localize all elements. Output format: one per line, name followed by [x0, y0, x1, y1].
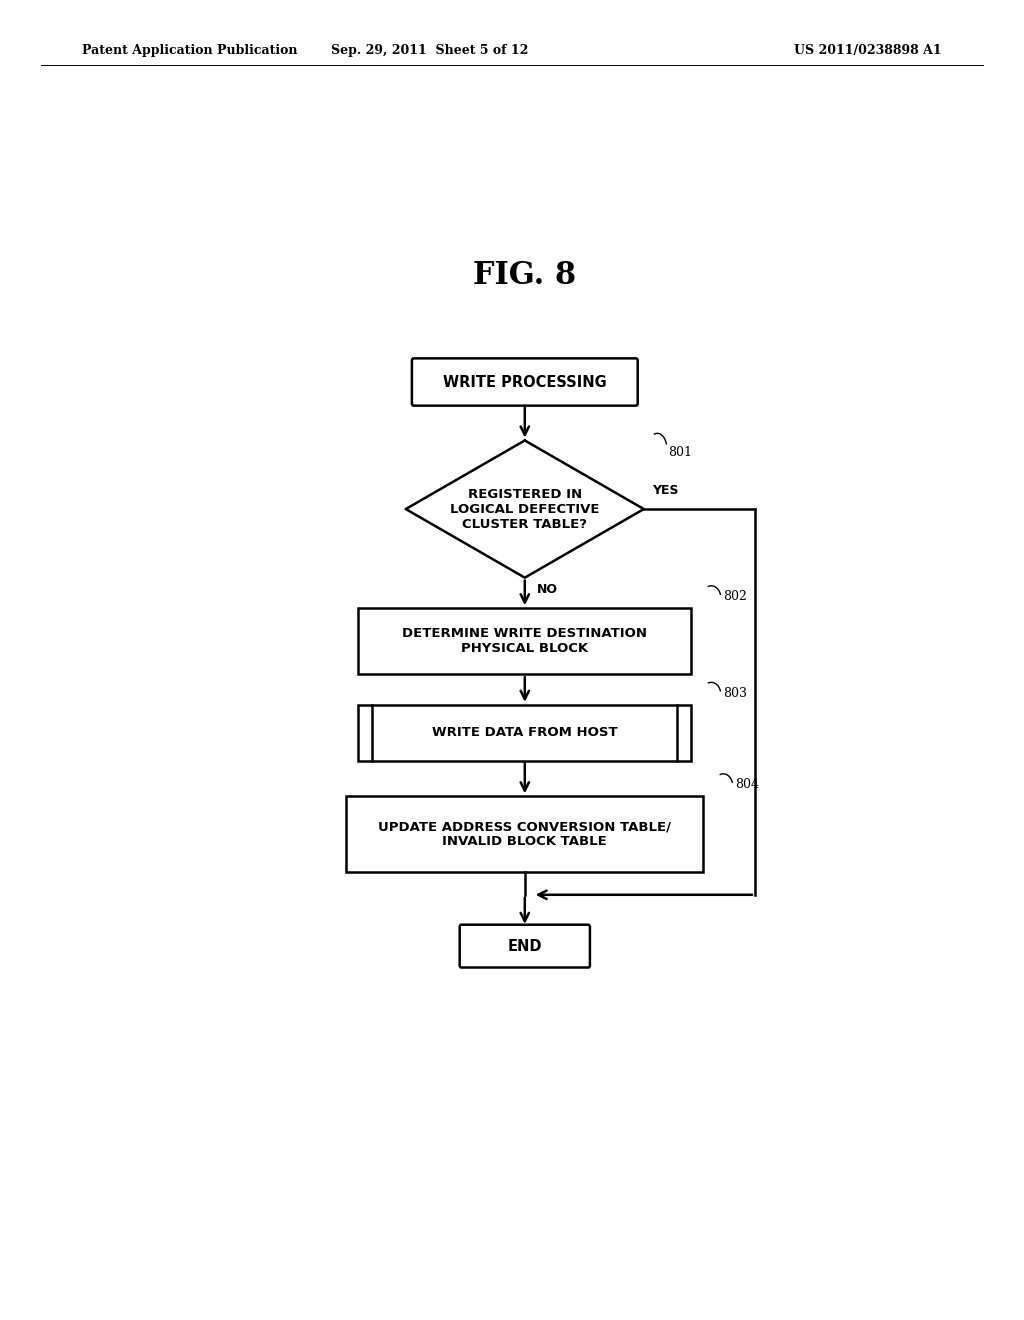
Text: REGISTERED IN
LOGICAL DEFECTIVE
CLUSTER TABLE?: REGISTERED IN LOGICAL DEFECTIVE CLUSTER … [451, 487, 599, 531]
Bar [346, 796, 703, 873]
FancyBboxPatch shape [412, 358, 638, 405]
Text: US 2011/0238898 A1: US 2011/0238898 A1 [795, 44, 942, 57]
Text: END: END [508, 939, 542, 953]
FancyBboxPatch shape [460, 925, 590, 968]
Text: Patent Application Publication: Patent Application Publication [82, 44, 297, 57]
Bar [358, 609, 691, 675]
Text: NO: NO [537, 582, 558, 595]
Text: 803: 803 [723, 686, 748, 700]
Text: 804: 804 [735, 777, 759, 791]
Text: 802: 802 [723, 590, 748, 603]
Text: Sep. 29, 2011  Sheet 5 of 12: Sep. 29, 2011 Sheet 5 of 12 [332, 44, 528, 57]
Text: WRITE DATA FROM HOST: WRITE DATA FROM HOST [432, 726, 617, 739]
Text: DETERMINE WRITE DESTINATION
PHYSICAL BLOCK: DETERMINE WRITE DESTINATION PHYSICAL BLO… [402, 627, 647, 655]
Text: UPDATE ADDRESS CONVERSION TABLE/
INVALID BLOCK TABLE: UPDATE ADDRESS CONVERSION TABLE/ INVALID… [378, 820, 672, 849]
Text: WRITE PROCESSING: WRITE PROCESSING [443, 375, 606, 389]
Text: FIG. 8: FIG. 8 [473, 260, 577, 290]
Text: YES: YES [652, 484, 678, 496]
Text: 801: 801 [668, 446, 691, 458]
Bar [358, 705, 691, 760]
